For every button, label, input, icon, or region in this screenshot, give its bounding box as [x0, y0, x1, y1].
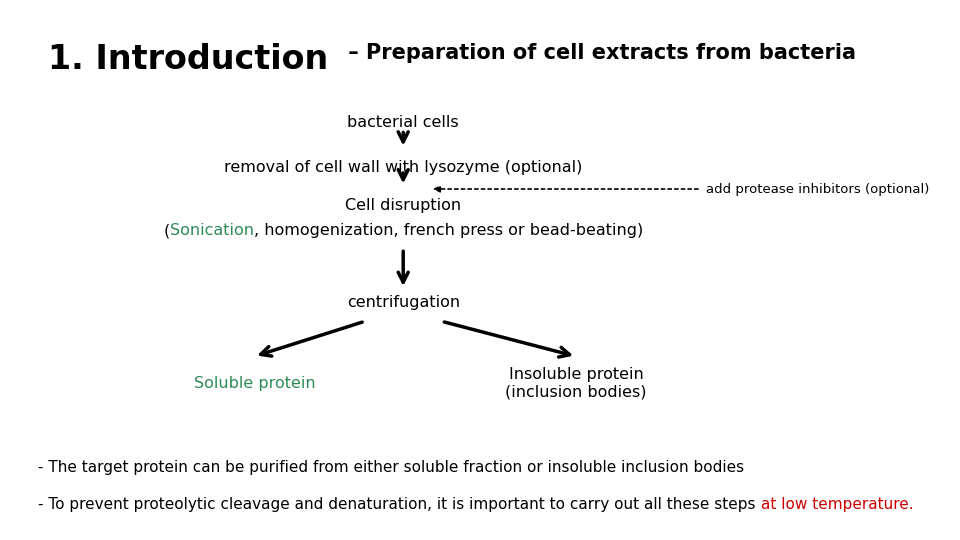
Text: bacterial cells: bacterial cells: [348, 114, 459, 130]
Text: – Preparation of cell extracts from bacteria: – Preparation of cell extracts from bact…: [341, 43, 855, 63]
Text: removal of cell wall with lysozyme (optional): removal of cell wall with lysozyme (opti…: [224, 160, 583, 175]
Text: Insoluble protein
(inclusion bodies): Insoluble protein (inclusion bodies): [505, 367, 647, 400]
Text: - To prevent proteolytic cleavage and denaturation, it is important to carry out: - To prevent proteolytic cleavage and de…: [38, 497, 760, 512]
Text: add protease inhibitors (optional): add protease inhibitors (optional): [706, 183, 929, 195]
Text: 1. Introduction: 1. Introduction: [48, 43, 328, 76]
Text: , homogenization, french press or bead-beating): , homogenization, french press or bead-b…: [253, 223, 643, 238]
Text: at low temperature.: at low temperature.: [760, 497, 913, 512]
Text: (: (: [163, 223, 170, 238]
Text: - The target protein can be purified from either soluble fraction or insoluble i: - The target protein can be purified fro…: [38, 460, 745, 475]
Text: Cell disruption: Cell disruption: [346, 198, 461, 213]
Text: Sonication: Sonication: [170, 223, 253, 238]
Text: centrifugation: centrifugation: [347, 295, 460, 310]
Text: Soluble protein: Soluble protein: [194, 376, 315, 391]
